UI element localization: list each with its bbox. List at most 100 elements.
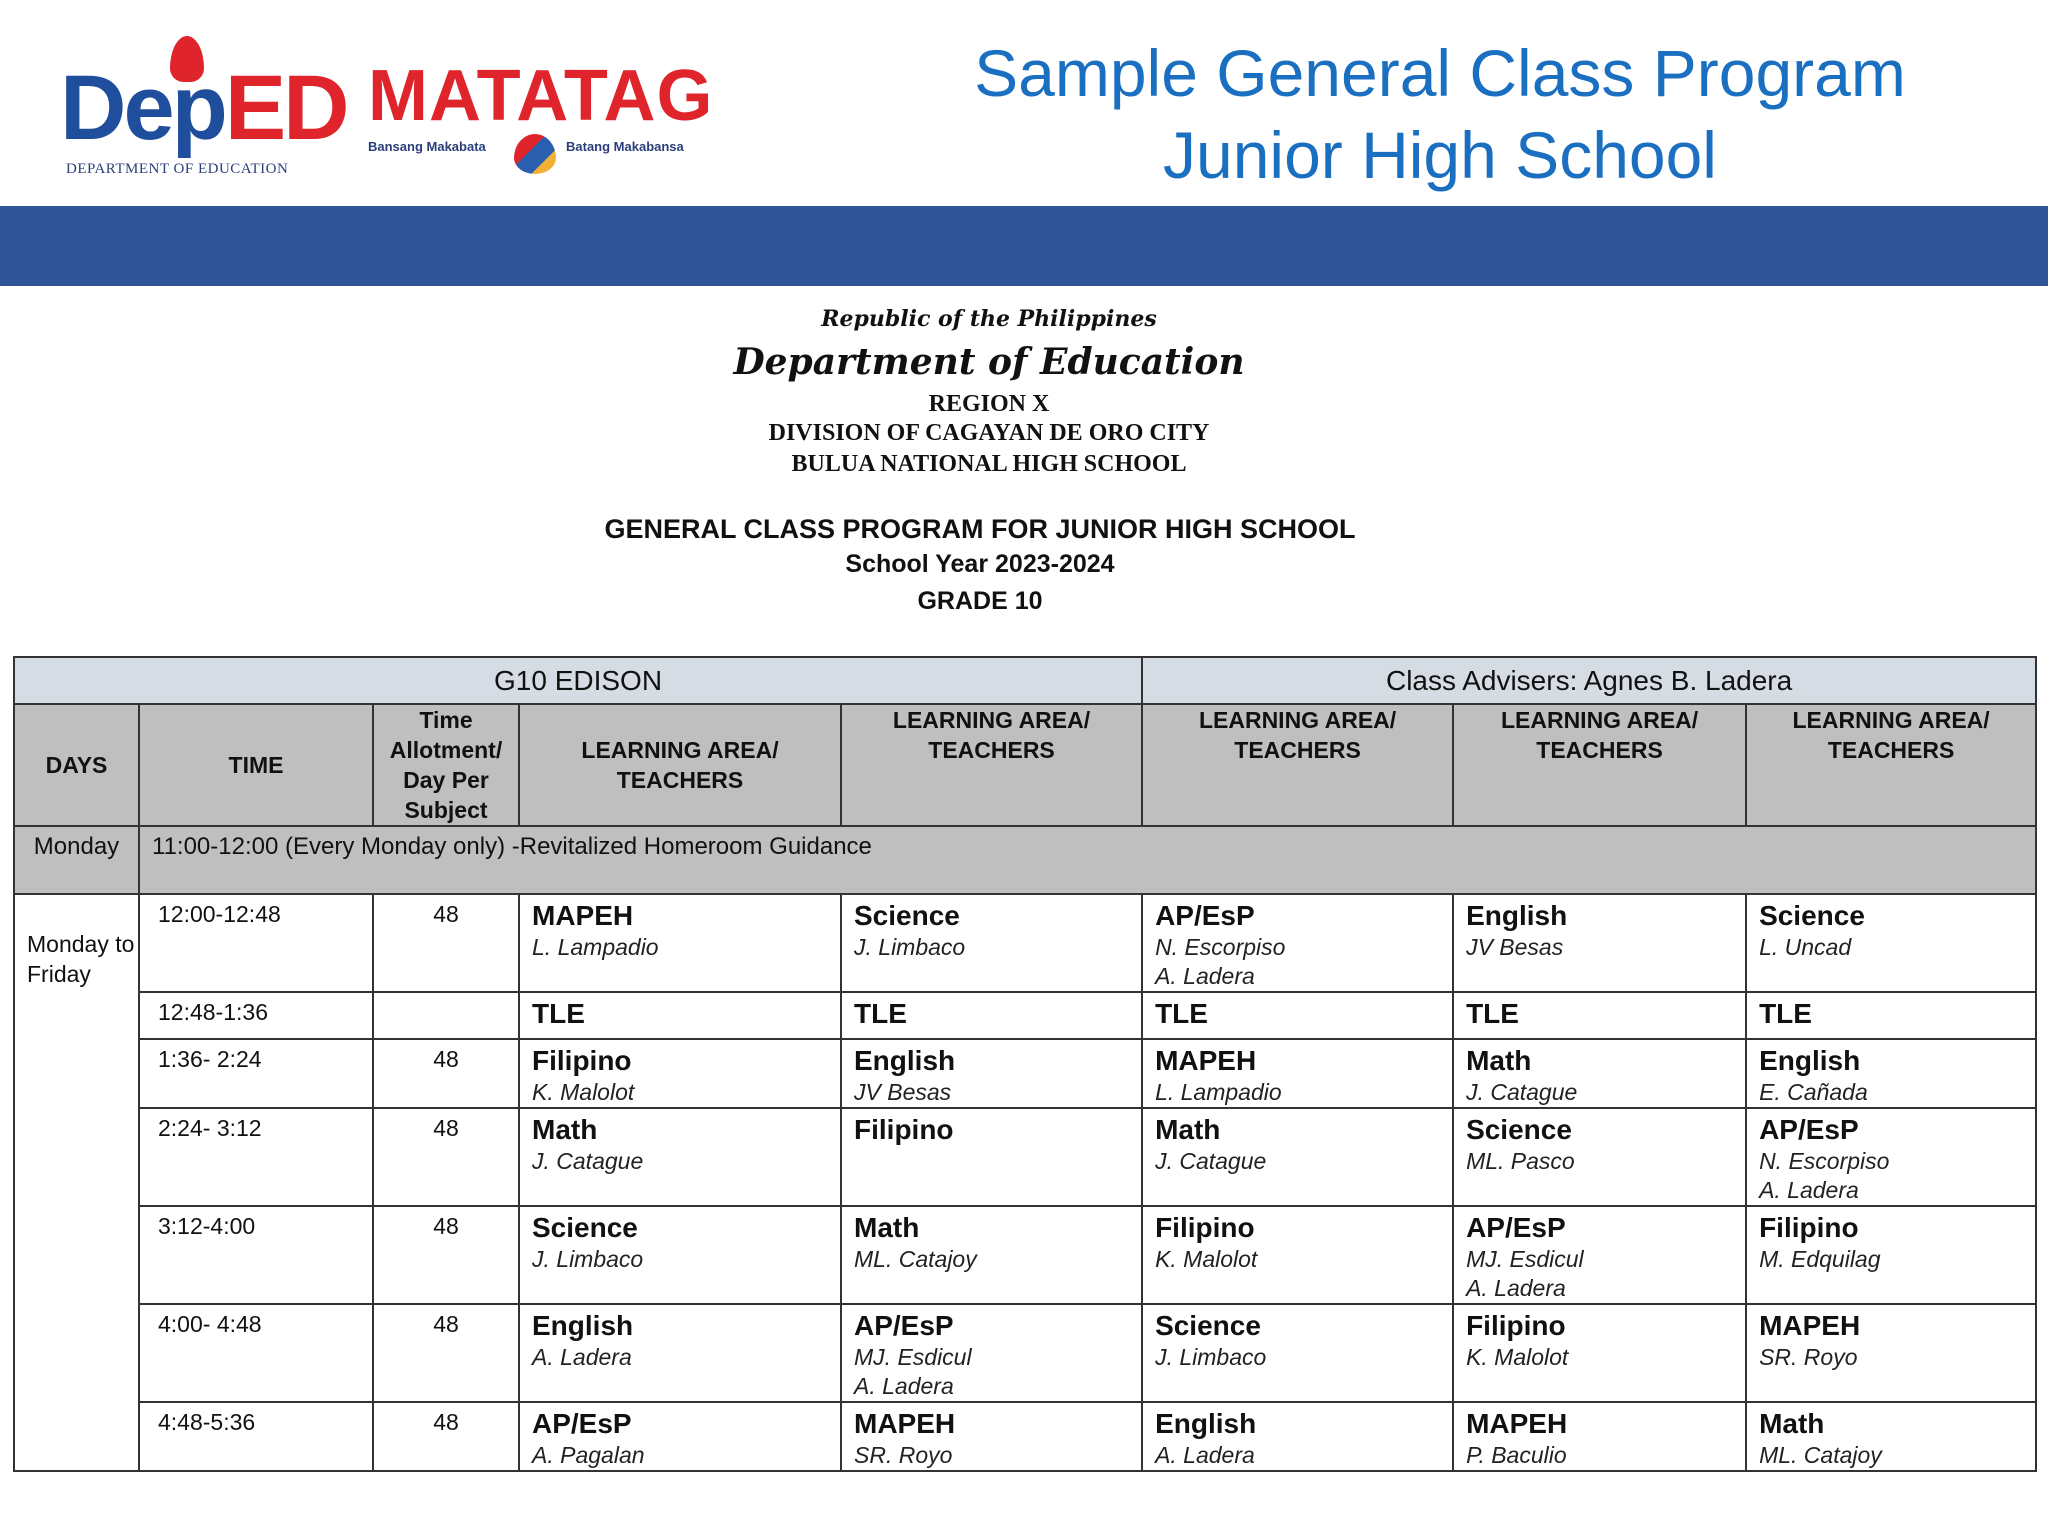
learning-area-cell: AP/EsP MJ. Esdicul A. Ladera	[1452, 1205, 1748, 1305]
column-header: LEARNING AREA/ TEACHERS	[518, 703, 842, 827]
teacher-name: P. Baculio	[1466, 1442, 1567, 1468]
subject: TLE	[1155, 998, 1208, 1029]
teacher-name: N. Escorpiso	[1759, 1148, 1890, 1174]
class-program-table: G10 EDISON Class Advisers: Agnes B. Lade…	[12, 656, 2038, 1472]
teacher-name: L. Lampadio	[1155, 1079, 1282, 1105]
learning-area-cell: Filipino K. Malolot	[518, 1038, 842, 1109]
teacher-name: L. Lampadio	[532, 934, 659, 960]
monday-day: Monday	[13, 825, 140, 895]
teacher-name: SR. Royo	[1759, 1344, 1858, 1370]
subject: Science	[1759, 900, 1865, 931]
teacher-name: K. Malolot	[532, 1079, 635, 1105]
learning-area-cell: TLE	[1141, 991, 1455, 1040]
teacher-name: J. Catague	[532, 1148, 644, 1174]
column-header: LEARNING AREA/ TEACHERS	[1452, 703, 1748, 827]
learning-area-cell: MAPEH P. Baculio	[1452, 1401, 1748, 1472]
teacher-name: J. Limbaco	[532, 1246, 644, 1272]
teacher-name: A. Ladera	[1466, 1275, 1566, 1301]
subject: Filipino	[532, 1045, 632, 1076]
time-slot: 1:36- 2:24	[138, 1038, 374, 1109]
learning-area-cell: English A. Ladera	[1141, 1401, 1455, 1472]
learning-area-cell: English E. Cañada	[1745, 1038, 2038, 1109]
teacher-name: A. Ladera	[1155, 963, 1255, 989]
deped-logo: DepED DEPARTMENT OF EDUCATION	[60, 36, 350, 186]
table-row: 1:36- 2:24 48 Filipino K. Malolot English JV …	[14, 1038, 2038, 1109]
learning-area-cell: English A. Ladera	[518, 1303, 842, 1403]
learning-area-cell: MAPEH SR. Royo	[1745, 1303, 2038, 1403]
deped-logo-subtitle: DEPARTMENT OF EDUCATION	[66, 161, 289, 177]
time-slot: 4:00- 4:48	[138, 1303, 374, 1403]
subject: Science	[1155, 1310, 1261, 1341]
table-row: 2:24- 3:12 48 Math J. Catague Filipino Math J.…	[14, 1107, 2038, 1207]
learning-area-cell: AP/EsP A. Pagalan	[518, 1401, 842, 1472]
teacher-name: ML. Pasco	[1466, 1148, 1575, 1174]
teacher-name: J. Catague	[1155, 1148, 1267, 1174]
subject: Filipino	[1466, 1310, 1566, 1341]
subject: English	[854, 1045, 956, 1076]
subject: AP/EsP	[1155, 900, 1255, 931]
days-label: Monday to Friday	[13, 893, 140, 1472]
matatag-logo-text: MATATAG	[368, 56, 714, 136]
subject: Math	[1759, 1408, 1825, 1439]
teacher-name: M. Edquilag	[1759, 1246, 1881, 1272]
subject: AP/EsP	[1759, 1114, 1859, 1145]
subject: TLE	[532, 998, 585, 1029]
subject: AP/EsP	[854, 1310, 954, 1341]
teacher-name: A. Ladera	[854, 1373, 954, 1399]
matatag-right-tag: Batang Makabansa	[566, 139, 684, 154]
subject: English	[1466, 900, 1568, 931]
teacher-name: MJ. Esdicul	[854, 1344, 972, 1370]
time-slot: 12:48-1:36	[138, 991, 374, 1040]
column-header: LEARNING AREA/ TEACHERS	[1141, 703, 1455, 827]
table-row: 4:48-5:36 48 AP/EsP A. Pagalan MAPEH SR. Royo…	[14, 1401, 2038, 1472]
time-slot: 12:00-12:48	[138, 893, 374, 993]
time-allotment: 48	[372, 1303, 520, 1403]
teacher-name: E. Cañada	[1759, 1079, 1868, 1105]
school-line: BULUA NATIONAL HIGH SCHOOL	[791, 451, 1187, 477]
division-line: DIVISION OF CAGAYAN DE ORO CITY	[768, 420, 1210, 446]
column-header: LEARNING AREA/ TEACHERS	[1745, 703, 2038, 827]
time-slot: 2:24- 3:12	[138, 1107, 374, 1207]
teacher-name: MJ. Esdicul	[1466, 1246, 1584, 1272]
learning-area-cell: Math ML. Catajoy	[839, 1205, 1144, 1305]
region-line: REGION X	[928, 391, 1050, 417]
subject: MAPEH	[854, 1408, 956, 1439]
subject: Math	[532, 1114, 598, 1145]
teacher-name: A. Pagalan	[532, 1442, 645, 1468]
learning-area-cell: TLE	[1745, 991, 2038, 1040]
learning-area-cell: MAPEH L. Lampadio	[1141, 1038, 1455, 1109]
learning-area-cell: Filipino M. Edquilag	[1745, 1205, 2038, 1305]
page-title-line1: Sample General Class Program	[974, 36, 1906, 110]
learning-area-cell: MAPEH SR. Royo	[839, 1401, 1144, 1472]
learning-area-cell: English JV Besas	[1452, 893, 1748, 993]
teacher-name: ML. Catajoy	[1759, 1442, 1882, 1468]
learning-area-cell: Science J. Limbaco	[518, 1205, 842, 1305]
program-title: GENERAL CLASS PROGRAM FOR JUNIOR HIGH SC…	[604, 514, 1356, 544]
deped-logo-text-b: ED	[224, 57, 350, 159]
teacher-name: JV Besas	[854, 1079, 952, 1105]
subject: Math	[1466, 1045, 1532, 1076]
teacher-name: A. Ladera	[1759, 1177, 1859, 1203]
time-allotment: 48	[372, 1205, 520, 1305]
teacher-name: J. Catague	[1466, 1079, 1578, 1105]
learning-area-cell: Filipino K. Malolot	[1452, 1303, 1748, 1403]
subject: Filipino	[854, 1114, 954, 1145]
learning-area-cell: Math J. Catague	[1141, 1107, 1455, 1207]
learning-area-cell: Science J. Limbaco	[839, 893, 1144, 993]
learning-area-cell: TLE	[839, 991, 1144, 1040]
teacher-name: K. Malolot	[1466, 1344, 1569, 1370]
time-allotment: 48	[372, 1038, 520, 1109]
teacher-name: A. Ladera	[532, 1344, 632, 1370]
subject: English	[532, 1310, 634, 1341]
learning-area-cell: AP/EsP N. Escorpiso A. Ladera	[1745, 1107, 2038, 1207]
matatag-logo: MATATAG Bansang Makabata Batang Makabans…	[368, 56, 714, 175]
time-allotment: 48	[372, 1401, 520, 1472]
department-line: Department of Education	[733, 341, 1245, 383]
teacher-name: JV Besas	[1466, 934, 1564, 960]
torch-flame-icon	[170, 36, 204, 82]
teacher-name: N. Escorpiso	[1155, 934, 1286, 960]
teacher-name: J. Limbaco	[1155, 1344, 1267, 1370]
time-allotment: 48	[372, 893, 520, 993]
subject: Filipino	[1155, 1212, 1255, 1243]
subject: Science	[532, 1212, 638, 1243]
